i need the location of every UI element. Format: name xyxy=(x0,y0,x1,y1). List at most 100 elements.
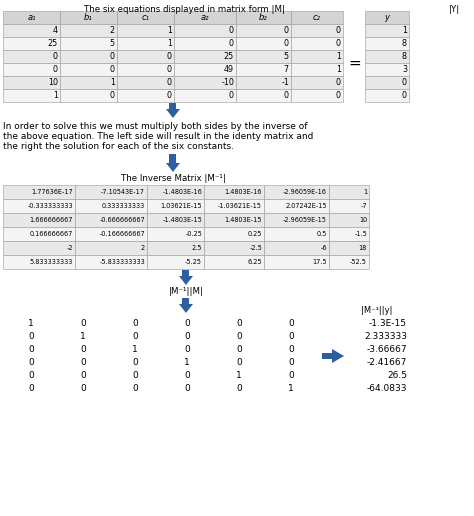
Text: 1: 1 xyxy=(184,358,190,367)
Text: the above equation. The left side will result in the identy matrix and: the above equation. The left side will r… xyxy=(3,132,313,141)
Text: 0: 0 xyxy=(336,39,341,48)
Bar xyxy=(365,37,409,50)
Text: 0: 0 xyxy=(229,91,234,100)
Bar xyxy=(291,37,343,50)
Text: b₁: b₁ xyxy=(84,13,93,22)
Text: 0: 0 xyxy=(53,52,58,61)
Bar xyxy=(3,227,75,241)
Text: 0: 0 xyxy=(167,78,172,87)
Bar xyxy=(117,89,174,102)
Text: The Inverse Matrix |M⁻¹|: The Inverse Matrix |M⁻¹| xyxy=(120,174,226,183)
Text: 1.666666667: 1.666666667 xyxy=(29,217,73,223)
Text: 0: 0 xyxy=(80,384,86,393)
Bar xyxy=(147,185,204,199)
Bar xyxy=(204,213,264,227)
Text: =: = xyxy=(348,56,361,71)
Text: 0: 0 xyxy=(80,358,86,367)
Bar xyxy=(236,89,291,102)
Text: -1.4803E-16: -1.4803E-16 xyxy=(162,189,202,195)
Text: 26.5: 26.5 xyxy=(387,371,407,380)
Bar xyxy=(170,103,176,109)
Bar xyxy=(174,63,236,76)
Text: -3.66667: -3.66667 xyxy=(366,345,407,354)
Bar xyxy=(204,185,264,199)
Text: -2.96059E-16: -2.96059E-16 xyxy=(283,189,327,195)
Bar xyxy=(291,11,343,24)
Bar xyxy=(329,241,369,255)
Text: a₂: a₂ xyxy=(201,13,209,22)
Bar xyxy=(60,24,117,37)
Text: 6.25: 6.25 xyxy=(247,259,262,265)
Text: 0: 0 xyxy=(236,358,242,367)
Bar xyxy=(60,89,117,102)
Text: 1: 1 xyxy=(336,65,341,74)
Text: 0: 0 xyxy=(288,345,294,354)
Text: 0: 0 xyxy=(184,345,190,354)
Bar xyxy=(264,241,329,255)
Text: 0.5: 0.5 xyxy=(317,231,327,237)
Bar xyxy=(264,185,329,199)
Text: 0: 0 xyxy=(336,91,341,100)
Bar xyxy=(75,241,147,255)
Bar xyxy=(174,89,236,102)
Bar xyxy=(365,24,409,37)
Bar xyxy=(236,76,291,89)
Text: 1: 1 xyxy=(28,319,34,328)
Text: 0: 0 xyxy=(229,26,234,35)
Text: 17.5: 17.5 xyxy=(312,259,327,265)
Bar xyxy=(322,353,332,359)
Text: -2.41667: -2.41667 xyxy=(366,358,407,367)
Bar xyxy=(3,63,60,76)
Text: 0: 0 xyxy=(402,78,407,87)
Text: 0: 0 xyxy=(284,91,289,100)
Text: 0: 0 xyxy=(167,65,172,74)
Text: 10: 10 xyxy=(48,78,58,87)
Text: 0: 0 xyxy=(167,91,172,100)
Text: 5: 5 xyxy=(284,52,289,61)
Text: 1.4803E-15: 1.4803E-15 xyxy=(225,217,262,223)
Text: -2.5: -2.5 xyxy=(249,245,262,251)
Text: |M⁻¹||M|: |M⁻¹||M| xyxy=(168,287,203,296)
Polygon shape xyxy=(179,276,193,285)
Bar xyxy=(264,199,329,213)
Bar xyxy=(365,50,409,63)
Bar xyxy=(3,255,75,269)
Text: |Y|: |Y| xyxy=(449,5,461,14)
Bar xyxy=(204,241,264,255)
Text: 0: 0 xyxy=(132,358,138,367)
Text: 2.07242E-15: 2.07242E-15 xyxy=(285,203,327,209)
Text: 0: 0 xyxy=(110,52,115,61)
Text: -1.03621E-15: -1.03621E-15 xyxy=(218,203,262,209)
Text: 0: 0 xyxy=(110,91,115,100)
Bar xyxy=(329,213,369,227)
Bar xyxy=(3,76,60,89)
Bar xyxy=(3,185,75,199)
Bar xyxy=(117,76,174,89)
Text: 25: 25 xyxy=(48,39,58,48)
Polygon shape xyxy=(166,109,180,118)
Text: -1.3E-15: -1.3E-15 xyxy=(369,319,407,328)
Bar xyxy=(174,11,236,24)
Text: 0: 0 xyxy=(80,319,86,328)
Bar xyxy=(60,63,117,76)
Text: -5.25: -5.25 xyxy=(185,259,202,265)
Bar xyxy=(264,255,329,269)
Text: -2.96059E-15: -2.96059E-15 xyxy=(283,217,327,223)
Text: |M⁻¹||y|: |M⁻¹||y| xyxy=(361,306,393,315)
Text: 0: 0 xyxy=(184,384,190,393)
Bar xyxy=(147,199,204,213)
Bar xyxy=(117,11,174,24)
Text: 1: 1 xyxy=(80,332,86,341)
Bar xyxy=(174,50,236,63)
Bar xyxy=(204,255,264,269)
Bar xyxy=(147,213,204,227)
Text: 0.166666667: 0.166666667 xyxy=(30,231,73,237)
Bar xyxy=(236,24,291,37)
Bar xyxy=(204,199,264,213)
Text: b₂: b₂ xyxy=(259,13,268,22)
Text: 0: 0 xyxy=(184,371,190,380)
Text: 0: 0 xyxy=(184,319,190,328)
Text: 1: 1 xyxy=(167,39,172,48)
Text: 1.4803E-16: 1.4803E-16 xyxy=(225,189,262,195)
Text: 0: 0 xyxy=(402,91,407,100)
